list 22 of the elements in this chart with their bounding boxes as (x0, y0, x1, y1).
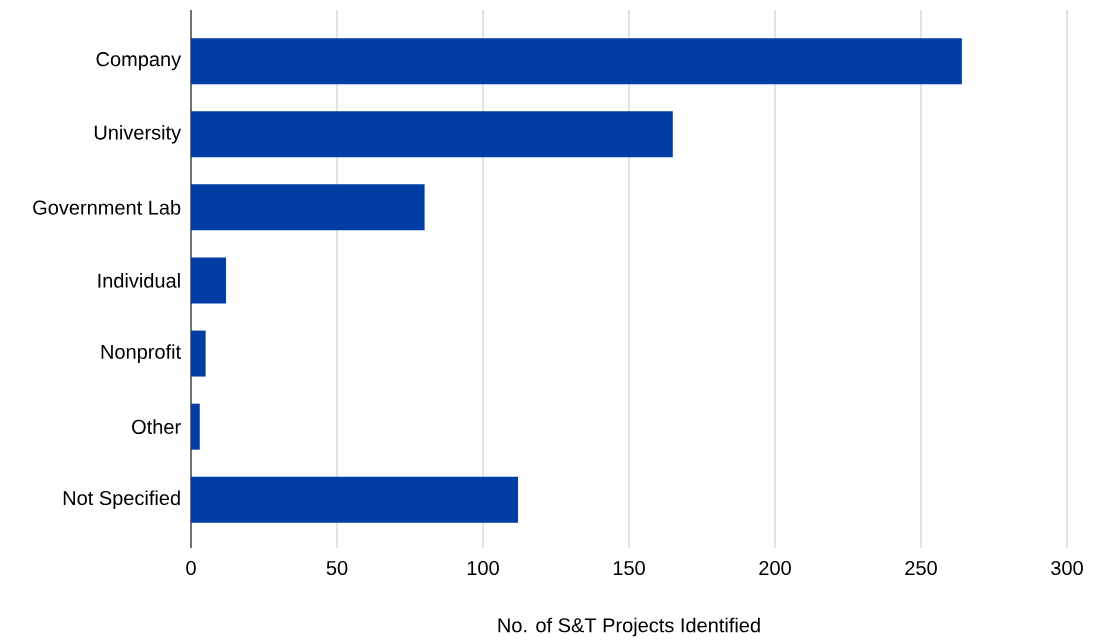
x-tick-label: 200 (759, 560, 791, 576)
bar (191, 476, 519, 523)
y-tick-label: Other (132, 419, 181, 434)
y-tick-label: Government Lab (33, 200, 181, 215)
x-tick-label: 150 (613, 560, 645, 576)
x-tick-label: 250 (905, 560, 937, 576)
bar (191, 257, 227, 304)
x-tick-label: 0 (186, 560, 196, 576)
bar (191, 330, 206, 377)
bar (191, 403, 200, 450)
y-tick-label: Not Specified (63, 490, 180, 510)
x-tick-label: 300 (1051, 560, 1083, 576)
x-tick-label: 100 (467, 560, 499, 576)
x-tick-label: 50 (326, 560, 348, 576)
bar (191, 111, 673, 158)
y-tick-label: Nonprofit (101, 344, 181, 363)
y-tick-label: Company (96, 52, 182, 71)
y-tick-label: University (94, 124, 182, 144)
bar (191, 184, 425, 231)
bar (191, 38, 962, 85)
x-axis-title: No. of S&T Projects Identified (498, 617, 760, 637)
y-tick-label: Individual (98, 273, 180, 288)
